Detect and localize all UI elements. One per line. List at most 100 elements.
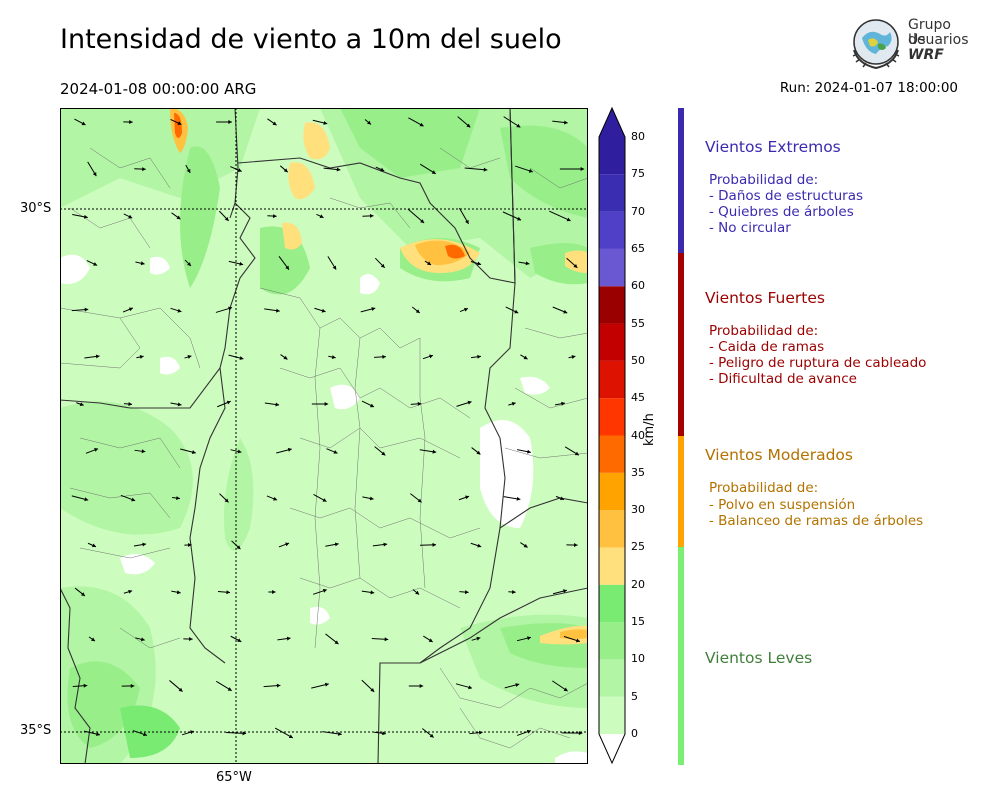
- wind-arrow: [552, 120, 568, 125]
- lon-label-65w: 65°W: [216, 770, 252, 785]
- colorbar-unit-label: km/h: [642, 413, 657, 446]
- wind-arrow: [230, 166, 242, 172]
- category-fuertes-line: - Caida de ramas: [709, 339, 825, 355]
- wind-arrow: [552, 589, 568, 595]
- wind-arrow: [564, 446, 580, 456]
- wind-arrow: [374, 257, 386, 269]
- wind-arrow: [455, 683, 473, 690]
- wind-arrow: [87, 542, 97, 548]
- category-extremos-line: - Daños de estructuras: [709, 188, 864, 204]
- wind-arrow: [407, 208, 425, 224]
- wind-arrow: [219, 493, 229, 503]
- wind-map: [60, 108, 588, 764]
- valid-time: 2024-01-08 00:00:00 ARG: [60, 80, 257, 98]
- category-title-fuertes: Vientos Fuertes: [705, 289, 825, 307]
- wind-arrow: [328, 355, 336, 360]
- wind-arrow: [424, 260, 432, 266]
- wind-arrow: [325, 542, 339, 547]
- colorbar-tick-label: 75: [631, 167, 645, 181]
- wind-arrow: [170, 119, 182, 125]
- wind-arrow: [84, 354, 100, 359]
- wind-arrow: [184, 259, 192, 267]
- colorbar-bin: [599, 547, 625, 585]
- wind-arrow: [123, 402, 133, 407]
- map-frame: [60, 108, 588, 764]
- colorbar-tick-label: 5: [631, 689, 638, 703]
- run-time: Run: 2024-01-07 18:00:00: [779, 80, 958, 96]
- wind-arrow: [568, 355, 576, 359]
- lat-label-35s: 35°S: [20, 723, 52, 738]
- wind-arrow: [268, 589, 276, 594]
- colorbar-tick-label: 60: [631, 279, 645, 293]
- wind-arrow: [230, 635, 242, 643]
- category-title-moderados: Vientos Moderados: [705, 446, 853, 464]
- wind-arrow: [322, 731, 342, 736]
- category-bar-fuertes: [678, 253, 684, 436]
- wind-arrow: [313, 494, 327, 502]
- colorbar-bin: [599, 211, 625, 249]
- wind-arrow: [362, 496, 374, 501]
- colorbar-bin: [599, 622, 625, 660]
- wind-arrow: [516, 729, 532, 736]
- wind-arrow: [375, 166, 385, 172]
- wind-arrow: [412, 589, 420, 595]
- wind-arrow: [169, 680, 183, 692]
- colorbar-tick-label: 55: [631, 316, 645, 330]
- category-title-extremos: Vientos Extremos: [705, 138, 841, 156]
- page-title: Intensidad de viento a 10m del suelo: [60, 24, 562, 55]
- wind-arrow: [267, 214, 277, 219]
- wind-arrow: [470, 542, 482, 548]
- colorbar-tick-label: 45: [631, 391, 645, 405]
- wind-arrow: [423, 635, 433, 643]
- wind-arrow: [419, 449, 437, 454]
- colorbar-tick-label: 30: [631, 503, 645, 517]
- wind-arrow: [217, 400, 231, 408]
- wind-arrow: [185, 164, 191, 174]
- colorbar-tick-label: 35: [631, 465, 645, 479]
- colorbar-tick-label: 40: [631, 428, 645, 442]
- category-moderados-line: Probabilidad de:: [709, 480, 819, 496]
- colorbar-tick-label: 80: [631, 130, 645, 143]
- logo-text-line3: WRF: [908, 47, 944, 63]
- wind-arrow: [123, 120, 133, 125]
- wind-arrow: [171, 212, 181, 220]
- colorbar-segments: [599, 108, 625, 763]
- colorbar-bin: [599, 510, 625, 548]
- wind-arrow: [408, 684, 424, 689]
- wind-arrow: [276, 447, 292, 454]
- colorbar-bin: [599, 584, 625, 623]
- wind-arrow: [274, 727, 294, 739]
- wind-arrow: [520, 542, 528, 548]
- wind-arrow: [122, 307, 134, 313]
- wind-arrow: [517, 449, 531, 454]
- category-extremos-line: Probabilidad de:: [709, 172, 819, 188]
- wind-arrow: [278, 542, 290, 548]
- colorbar: [598, 106, 626, 765]
- colorbar-tick-label: 15: [631, 615, 645, 629]
- wind-arrow: [503, 116, 521, 128]
- wind-arrow: [458, 207, 470, 225]
- wind-arrow: [312, 119, 328, 125]
- colorbar-tick-label: 50: [631, 353, 645, 367]
- colorbar-bin: [599, 286, 625, 324]
- wind-arrow: [552, 306, 568, 314]
- colorbar-bin: [599, 696, 625, 734]
- wind-arrow: [264, 402, 280, 407]
- wind-arrow: [121, 683, 135, 688]
- wind-arrow: [134, 449, 146, 454]
- wind-arrow: [231, 540, 241, 550]
- wind-arrow: [470, 261, 482, 266]
- wind-arrow: [459, 307, 469, 313]
- wind-arrow: [228, 260, 244, 266]
- wind-arrow: [361, 400, 375, 408]
- wind-arrow: [183, 637, 193, 642]
- wind-arrow: [554, 401, 566, 406]
- wind-arrow: [215, 306, 233, 313]
- wind-arrow: [371, 637, 389, 642]
- wind-arrow: [566, 257, 578, 269]
- wind-arrow: [555, 495, 565, 501]
- category-bar-extremos: [678, 108, 684, 253]
- wind-arrow: [552, 680, 568, 692]
- wind-arrow: [410, 493, 422, 503]
- wind-arrow: [360, 307, 376, 313]
